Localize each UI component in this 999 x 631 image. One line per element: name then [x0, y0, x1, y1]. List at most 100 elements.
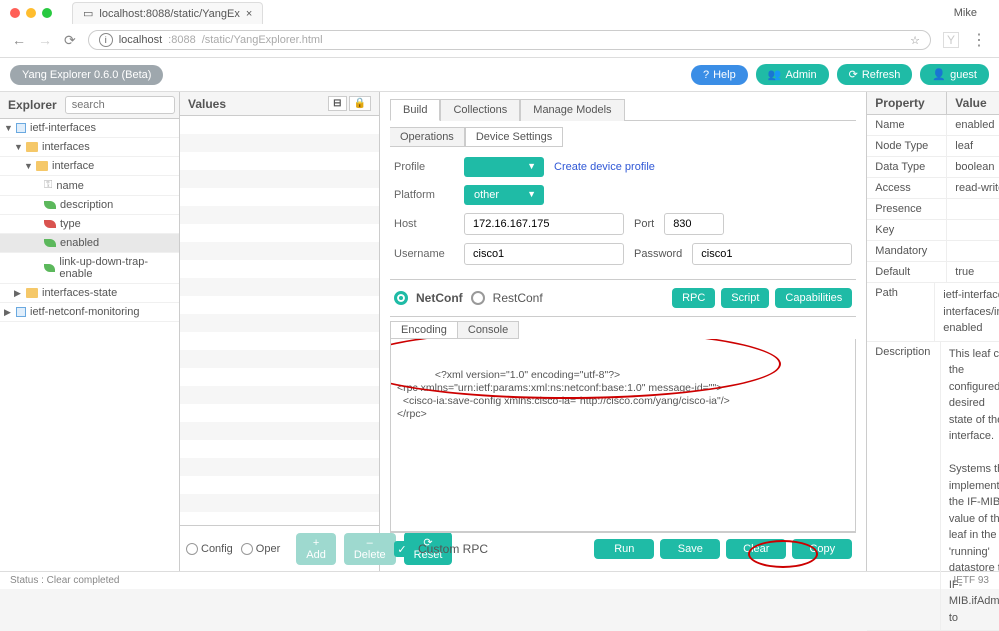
properties-header: Property Value — [867, 92, 999, 115]
site-info-icon[interactable]: i — [99, 33, 113, 47]
tree-node-interfaces-state[interactable]: ▶interfaces-state — [0, 284, 179, 303]
tab-manage-models[interactable]: Manage Models — [520, 99, 624, 121]
host-label: Host — [394, 218, 454, 230]
xml-content: <?xml version="1.0" encoding="utf-8"?> <… — [397, 369, 730, 420]
values-title: Values — [188, 97, 226, 111]
profile-label: Profile — [394, 161, 454, 173]
tab-title: localhost:8088/static/YangEx — [99, 8, 239, 20]
save-button[interactable]: Save — [660, 539, 720, 559]
key-icon: ⚿ — [44, 179, 52, 192]
port-label: Port — [634, 218, 654, 230]
extension-icon[interactable]: Y — [943, 32, 959, 48]
oper-radio[interactable]: Oper — [241, 543, 280, 555]
refresh-button[interactable]: ⟳Refresh — [837, 64, 913, 85]
prop-row-presence: Presence — [867, 199, 999, 220]
tree-node-interfaces[interactable]: ▼interfaces — [0, 138, 179, 157]
tree-node-link-trap[interactable]: link-up-down-trap-enable — [0, 253, 179, 284]
status-bar: Status : Clear completed IETF 93 — [0, 571, 999, 589]
leaf-icon — [44, 239, 56, 247]
collapse-icon[interactable]: ⊟ — [328, 96, 346, 111]
center-panel: Build Collections Manage Models Operatio… — [380, 92, 867, 571]
users-icon: 👥 — [768, 68, 782, 81]
tree-node-enabled[interactable]: enabled — [0, 234, 179, 253]
sub-tabs: Operations Device Settings — [390, 127, 856, 147]
values-header: Values ⊟ 🔒 — [180, 92, 379, 116]
profile-select[interactable] — [464, 157, 544, 177]
config-radio[interactable]: Config — [186, 543, 233, 555]
custom-rpc-label: Custom RPC — [418, 542, 488, 556]
col-property: Property — [867, 92, 947, 114]
host-input[interactable] — [464, 213, 624, 235]
password-input[interactable] — [692, 243, 852, 265]
tab-build[interactable]: Build — [390, 99, 440, 121]
app-bar: Yang Explorer 0.6.0 (Beta) ?Help 👥Admin … — [0, 58, 999, 91]
prop-row-description: DescriptionThis leaf contains the config… — [867, 342, 999, 631]
browser-tab[interactable]: ▭ localhost:8088/static/YangEx × — [72, 2, 263, 24]
prop-row-default: Defaulttrue — [867, 262, 999, 283]
minimize-window-icon[interactable] — [26, 8, 36, 18]
add-button[interactable]: + Add — [296, 533, 336, 565]
encoding-tabs: Encoding Console — [390, 321, 856, 339]
clear-button[interactable]: Clear — [726, 539, 786, 559]
app-title: Yang Explorer 0.6.0 (Beta) — [10, 65, 163, 85]
password-label: Password — [634, 248, 682, 260]
platform-select[interactable]: other — [464, 185, 544, 205]
folder-icon — [36, 161, 48, 171]
tree-node-name[interactable]: ⚿name — [0, 176, 179, 196]
encoding-tab[interactable]: Encoding — [390, 321, 458, 339]
explorer-title: Explorer — [8, 98, 57, 112]
capabilities-button[interactable]: Capabilities — [775, 288, 852, 308]
explorer-header: Explorer — [0, 92, 179, 119]
forward-button[interactable]: → — [38, 32, 52, 48]
refresh-icon: ⟳ — [849, 68, 858, 81]
tab-collections[interactable]: Collections — [440, 99, 520, 121]
profile-name[interactable]: Mike — [954, 7, 989, 19]
tree-node-netconf-monitoring[interactable]: ▶ietf-netconf-monitoring — [0, 303, 179, 322]
model-tree: ▼ietf-interfaces ▼interfaces ▼interface … — [0, 119, 179, 571]
help-icon: ? — [703, 69, 709, 81]
lock-icon[interactable]: 🔒 — [349, 96, 371, 111]
guest-button[interactable]: 👤guest — [920, 64, 989, 85]
console-tab[interactable]: Console — [458, 321, 519, 339]
run-button[interactable]: Run — [594, 539, 654, 559]
back-button[interactable]: ← — [12, 32, 26, 48]
explorer-panel: Explorer ▼ietf-interfaces ▼interfaces ▼i… — [0, 92, 180, 571]
platform-label: Platform — [394, 189, 454, 201]
copy-button[interactable]: Copy — [792, 539, 852, 559]
tree-node-type[interactable]: type — [0, 215, 179, 234]
xml-editor[interactable]: <?xml version="1.0" encoding="utf-8"?> <… — [390, 339, 856, 532]
help-button[interactable]: ?Help — [691, 65, 748, 85]
search-input[interactable] — [65, 96, 175, 114]
restconf-radio[interactable] — [471, 291, 485, 305]
tree-node-description[interactable]: description — [0, 196, 179, 215]
create-profile-link[interactable]: Create device profile — [554, 161, 655, 173]
browser-menu-icon[interactable]: ⋮ — [971, 30, 987, 50]
tree-node-ietf-interfaces[interactable]: ▼ietf-interfaces — [0, 119, 179, 138]
col-value: Value — [947, 92, 994, 114]
folder-icon — [26, 288, 38, 298]
bookmark-icon[interactable]: ☆ — [910, 34, 920, 47]
reload-button[interactable]: ⟳ — [64, 32, 76, 49]
netconf-radio[interactable] — [394, 291, 408, 305]
port-input[interactable] — [664, 213, 724, 235]
subtab-operations[interactable]: Operations — [390, 127, 465, 147]
address-bar[interactable]: i localhost:8088/static/YangExplorer.htm… — [88, 30, 931, 50]
values-panel: Values ⊟ 🔒 Config Oper + Add – Delete ⟳ … — [180, 92, 380, 571]
url-host: localhost — [119, 34, 162, 46]
script-button[interactable]: Script — [721, 288, 769, 308]
close-tab-icon[interactable]: × — [246, 8, 252, 20]
maximize-window-icon[interactable] — [42, 8, 52, 18]
prop-row-mandatory: Mandatory — [867, 241, 999, 262]
username-input[interactable] — [464, 243, 624, 265]
properties-panel: Property Value Nameenabled Node Typeleaf… — [867, 92, 999, 571]
custom-rpc-checkbox[interactable]: ✓ — [394, 541, 410, 557]
leaf-icon — [44, 220, 56, 228]
rpc-button[interactable]: RPC — [672, 288, 715, 308]
protocol-row: NetConf RestConf RPC Script Capabilities — [390, 280, 856, 317]
prop-row-access: Accessread-write — [867, 178, 999, 199]
tree-node-interface[interactable]: ▼interface — [0, 157, 179, 176]
close-window-icon[interactable] — [10, 8, 20, 18]
admin-button[interactable]: 👥Admin — [756, 64, 829, 85]
subtab-device-settings[interactable]: Device Settings — [465, 127, 563, 147]
netconf-label: NetConf — [416, 291, 463, 305]
